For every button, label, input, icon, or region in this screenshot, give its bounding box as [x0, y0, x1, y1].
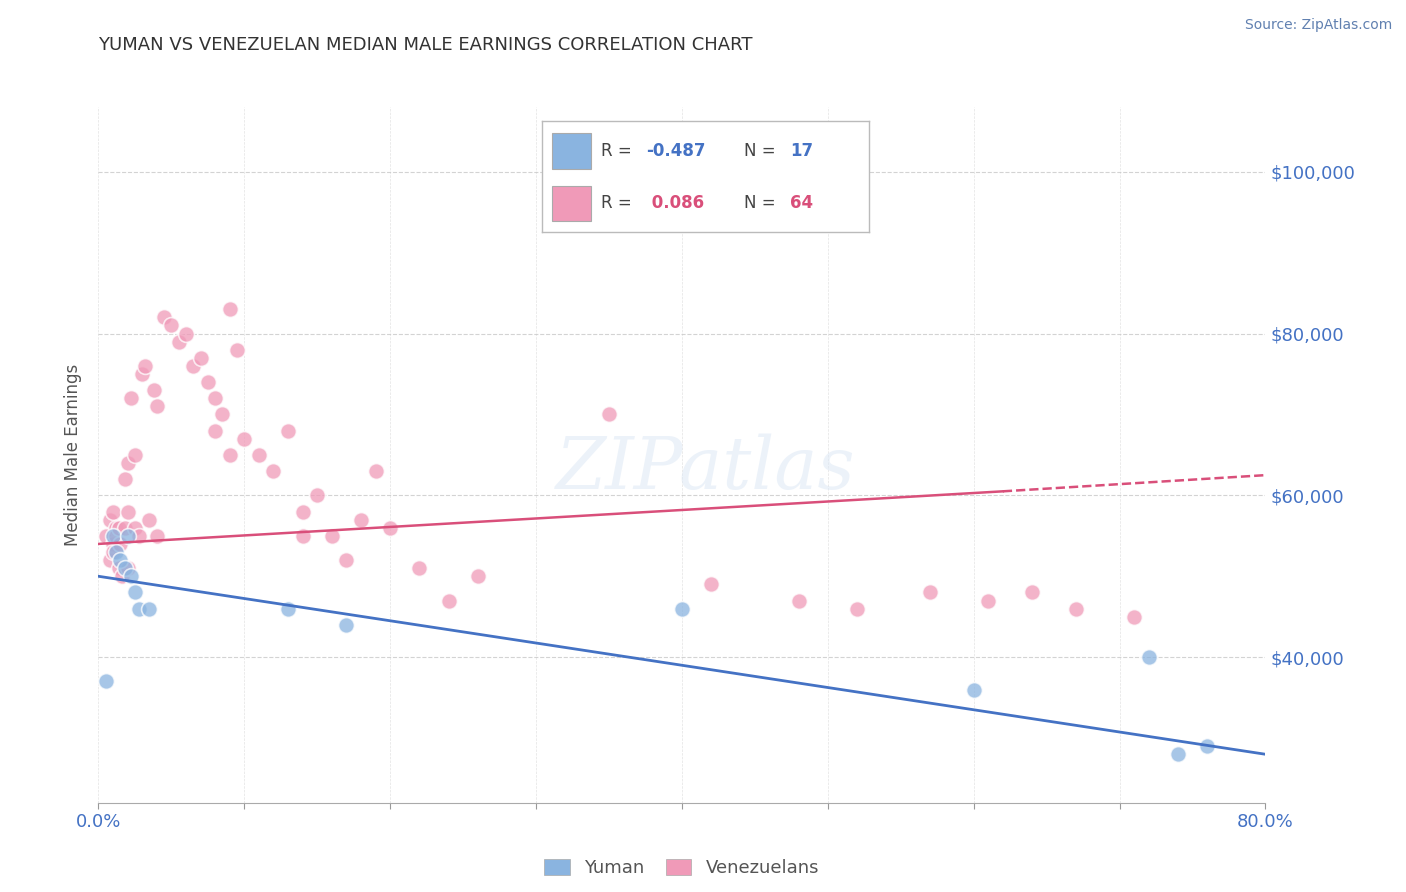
Point [134, 359, 156, 373]
Point [291, 529, 314, 543]
Point [110, 553, 132, 567]
Point [108, 561, 131, 575]
Text: 64: 64 [790, 194, 813, 212]
Point [120, 392, 142, 406]
Text: R =: R = [600, 194, 637, 212]
Text: N =: N = [744, 142, 782, 160]
Point [181, 359, 204, 373]
Point [146, 529, 169, 543]
Text: N =: N = [744, 194, 782, 212]
Text: 0.086: 0.086 [647, 194, 704, 212]
Point [977, 593, 1000, 607]
Point [111, 569, 134, 583]
Point [437, 593, 460, 607]
Point [1123, 609, 1146, 624]
Point [98, 553, 121, 567]
Text: -0.487: -0.487 [647, 142, 706, 160]
Point [321, 529, 343, 543]
Point [101, 504, 124, 518]
Point [124, 448, 146, 462]
Point [142, 383, 165, 397]
Point [94, 529, 117, 543]
Point [233, 432, 256, 446]
Point [598, 408, 620, 422]
Point [124, 521, 146, 535]
Point [962, 682, 984, 697]
Point [104, 529, 127, 543]
Text: YUMAN VS VENEZUELAN MEDIAN MALE EARNINGS CORRELATION CHART: YUMAN VS VENEZUELAN MEDIAN MALE EARNINGS… [98, 36, 754, 54]
Text: 17: 17 [790, 142, 813, 160]
Text: R =: R = [600, 142, 637, 160]
Point [190, 351, 212, 365]
Point [787, 593, 810, 607]
Point [128, 601, 150, 615]
Point [117, 456, 139, 470]
Point [378, 521, 402, 535]
Point [467, 569, 489, 583]
Point [117, 561, 139, 575]
Point [700, 577, 723, 591]
Point [128, 529, 150, 543]
Point [98, 513, 121, 527]
Point [114, 521, 136, 535]
Point [335, 553, 357, 567]
Point [167, 334, 190, 349]
Point [291, 504, 314, 518]
Point [364, 464, 387, 478]
Point [277, 601, 299, 615]
Point [101, 545, 124, 559]
Point [204, 424, 226, 438]
Legend: Yuman, Venezuelans: Yuman, Venezuelans [537, 852, 827, 884]
Point [108, 521, 131, 535]
Point [114, 561, 136, 575]
Point [146, 400, 169, 414]
Point [104, 545, 127, 559]
Point [204, 392, 226, 406]
Point [1167, 747, 1189, 762]
Point [226, 343, 249, 357]
Point [335, 617, 357, 632]
Point [408, 561, 430, 575]
Point [1195, 739, 1218, 754]
Y-axis label: Median Male Earnings: Median Male Earnings [65, 364, 83, 546]
Point [94, 674, 117, 689]
Point [262, 464, 284, 478]
Point [307, 488, 329, 502]
Point [1064, 601, 1087, 615]
Point [101, 537, 124, 551]
Point [277, 424, 299, 438]
FancyBboxPatch shape [551, 133, 591, 169]
Point [124, 585, 146, 599]
Point [101, 529, 124, 543]
Point [218, 448, 240, 462]
FancyBboxPatch shape [551, 186, 591, 221]
Point [350, 513, 373, 527]
Point [845, 601, 868, 615]
Point [918, 585, 941, 599]
Point [104, 521, 127, 535]
Point [117, 529, 139, 543]
Point [218, 302, 240, 317]
Text: Source: ZipAtlas.com: Source: ZipAtlas.com [1244, 18, 1392, 32]
Point [138, 513, 160, 527]
Point [120, 569, 142, 583]
Point [197, 375, 219, 389]
Point [110, 537, 132, 551]
Point [174, 326, 197, 341]
Point [160, 318, 183, 333]
Point [153, 310, 176, 325]
Point [117, 504, 139, 518]
Point [211, 408, 233, 422]
Text: ZIPatlas: ZIPatlas [555, 434, 855, 504]
Point [131, 367, 153, 381]
Point [671, 601, 693, 615]
Point [247, 448, 270, 462]
Point [1021, 585, 1043, 599]
Point [114, 472, 136, 486]
Point [138, 601, 160, 615]
Point [1137, 650, 1160, 665]
